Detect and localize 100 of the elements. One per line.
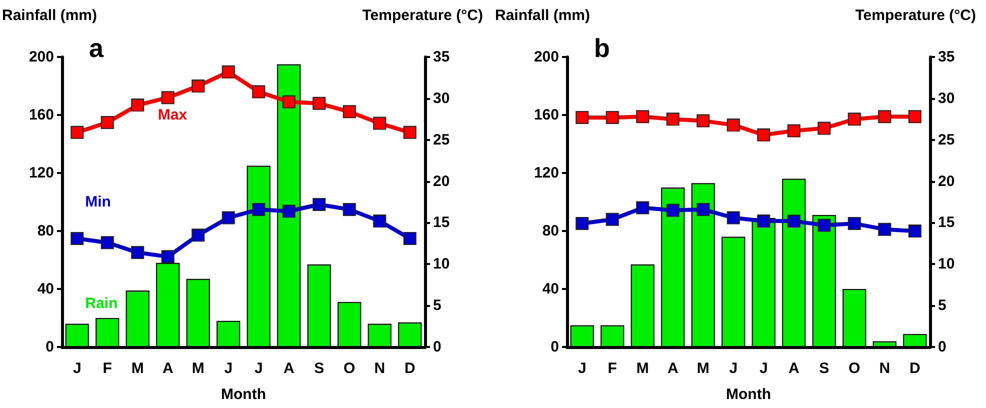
y-tick-label: 120 xyxy=(534,164,559,182)
y2-tick-label: 20 xyxy=(938,172,955,190)
point xyxy=(787,214,800,228)
y-tick-label: 0 xyxy=(550,338,559,356)
x-tick-label: S xyxy=(819,360,830,377)
y-tick-label: 40 xyxy=(37,280,54,298)
point xyxy=(636,110,650,124)
x-tick-label: M xyxy=(696,360,710,377)
y2-tick-label: 35 xyxy=(433,48,450,66)
point xyxy=(282,204,296,218)
point xyxy=(342,105,356,118)
y2-axis-title: Temperature (°C) xyxy=(362,7,484,24)
y2-tick-label: 5 xyxy=(433,297,442,314)
y-tick-label: 80 xyxy=(37,222,54,240)
point xyxy=(373,116,386,130)
x-tick-label: A xyxy=(788,360,800,377)
point xyxy=(222,65,235,78)
x-tick-label: D xyxy=(404,360,416,377)
x-axis-title: Month xyxy=(726,386,771,403)
y2-tick-label: 0 xyxy=(938,338,946,356)
point xyxy=(757,214,770,228)
point xyxy=(131,98,144,112)
point xyxy=(636,201,650,214)
y2-tick-label: 15 xyxy=(938,214,955,232)
x-tick-label: F xyxy=(102,360,112,377)
point xyxy=(70,232,84,245)
point xyxy=(373,214,386,228)
x-tick-label: M xyxy=(131,360,144,377)
y2-tick-label: 30 xyxy=(433,90,450,107)
point xyxy=(403,126,416,139)
point xyxy=(606,212,619,226)
series-label: Min xyxy=(85,194,111,210)
y-axis-title: Rainfall (mm) xyxy=(495,7,590,24)
x-tick-label: N xyxy=(879,360,890,377)
point xyxy=(848,112,861,126)
point xyxy=(878,110,892,124)
chart-title: a xyxy=(89,33,104,63)
y2-tick-label: 10 xyxy=(938,256,955,273)
y-tick-label: 200 xyxy=(28,48,54,66)
y2-tick-label: 25 xyxy=(433,131,450,148)
point xyxy=(222,211,235,224)
point xyxy=(576,110,589,124)
point xyxy=(757,128,770,142)
point xyxy=(252,85,266,98)
y-tick-label: 160 xyxy=(534,106,559,124)
y-tick-label: 160 xyxy=(28,106,54,124)
y2-tick-label: 20 xyxy=(433,172,450,190)
chart-title: b xyxy=(594,33,610,63)
point xyxy=(576,217,589,230)
series-label: Max xyxy=(158,106,188,124)
point xyxy=(100,236,114,250)
point xyxy=(252,202,266,216)
point xyxy=(878,222,892,236)
point xyxy=(787,124,800,138)
point xyxy=(908,224,922,238)
x-tick-label: D xyxy=(909,360,920,377)
point xyxy=(312,96,326,110)
y2-tick-label: 30 xyxy=(938,90,955,107)
point xyxy=(131,246,144,260)
x-tick-label: S xyxy=(314,360,324,377)
point xyxy=(192,228,205,242)
y-tick-label: 40 xyxy=(542,280,559,298)
point xyxy=(726,118,740,132)
point xyxy=(342,202,356,216)
x-tick-label: J xyxy=(224,360,233,377)
x-tick-label: O xyxy=(848,360,861,377)
point xyxy=(696,202,710,216)
y-tick-label: 80 xyxy=(542,222,559,240)
point xyxy=(161,250,174,264)
x-axis-title: Month xyxy=(221,386,266,403)
x-tick-label: A xyxy=(162,360,174,377)
y2-tick-label: 15 xyxy=(433,214,450,232)
x-tick-label: J xyxy=(254,360,263,377)
x-tick-label: J xyxy=(729,360,738,377)
y-axis-title: Rainfall (mm) xyxy=(2,7,98,24)
point xyxy=(848,217,861,230)
point xyxy=(666,112,680,126)
x-tick-label: N xyxy=(374,360,386,377)
x-tick-label: J xyxy=(759,360,768,377)
point xyxy=(666,204,680,217)
y2-tick-label: 25 xyxy=(938,131,955,148)
series-label: Rain xyxy=(85,295,118,312)
y2-tick-label: 35 xyxy=(938,48,955,66)
x-tick-label: M xyxy=(636,360,649,377)
x-tick-label: A xyxy=(283,360,294,377)
x-tick-label: A xyxy=(667,360,678,377)
point xyxy=(908,110,922,124)
y-tick-label: 0 xyxy=(46,338,54,356)
point xyxy=(312,198,326,211)
point xyxy=(606,110,619,124)
point xyxy=(818,218,831,232)
y2-axis-title: Temperature (°C) xyxy=(855,7,976,24)
y-tick-label: 200 xyxy=(534,48,559,66)
x-tick-label: J xyxy=(72,360,82,377)
y2-tick-label: 0 xyxy=(433,338,442,356)
x-tick-label: J xyxy=(578,360,586,377)
point xyxy=(70,126,84,139)
point xyxy=(403,232,416,245)
point xyxy=(726,211,740,224)
point xyxy=(192,80,205,92)
